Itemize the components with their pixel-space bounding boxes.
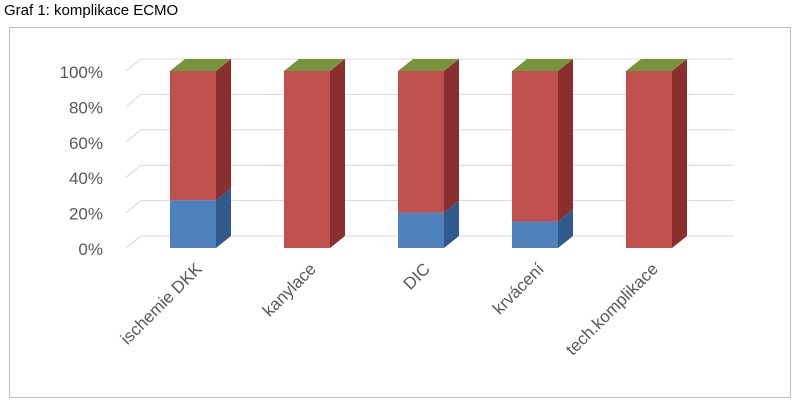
- y-tick-label: 0%: [78, 240, 103, 259]
- bar-top: [170, 59, 231, 71]
- bar-segment: [284, 71, 330, 248]
- y-tick-label: 60%: [69, 134, 103, 153]
- bar-segment-side: [216, 59, 231, 201]
- bar-segment-side: [558, 59, 573, 222]
- bar-segment: [398, 212, 444, 248]
- bar-segment: [512, 71, 558, 222]
- x-tick-label: ischemie DKK: [117, 259, 206, 348]
- x-tick-label: DIC: [400, 259, 434, 293]
- bar-segment-side: [672, 59, 687, 248]
- bar-segment: [170, 200, 216, 248]
- bar-segment: [512, 221, 558, 248]
- chart-frame: [9, 27, 791, 398]
- bar-segment: [626, 71, 672, 248]
- bar-segment-side: [216, 188, 231, 248]
- y-tick-label: 40%: [69, 169, 103, 188]
- bar-top: [284, 59, 345, 71]
- x-tick-label: kanylace: [259, 259, 320, 320]
- x-tick-label: krvácení: [489, 259, 548, 318]
- bar-segment-side: [444, 200, 459, 248]
- y-tick-label: 80%: [69, 98, 103, 117]
- x-tick-label: tech.komplikace: [562, 259, 662, 359]
- bar-segment-side: [444, 59, 459, 213]
- chart-caption: Graf 1: komplikace ECMO: [4, 2, 179, 19]
- bar-segment-side: [558, 209, 573, 248]
- bar-segment: [170, 71, 216, 201]
- bar-segment-side: [330, 59, 345, 248]
- bar-top: [398, 59, 459, 71]
- y-tick-label: 100%: [60, 63, 103, 82]
- y-tick-label: 20%: [69, 205, 103, 224]
- bar-top: [512, 59, 573, 71]
- bar-top: [626, 59, 687, 71]
- bar-segment: [398, 71, 444, 213]
